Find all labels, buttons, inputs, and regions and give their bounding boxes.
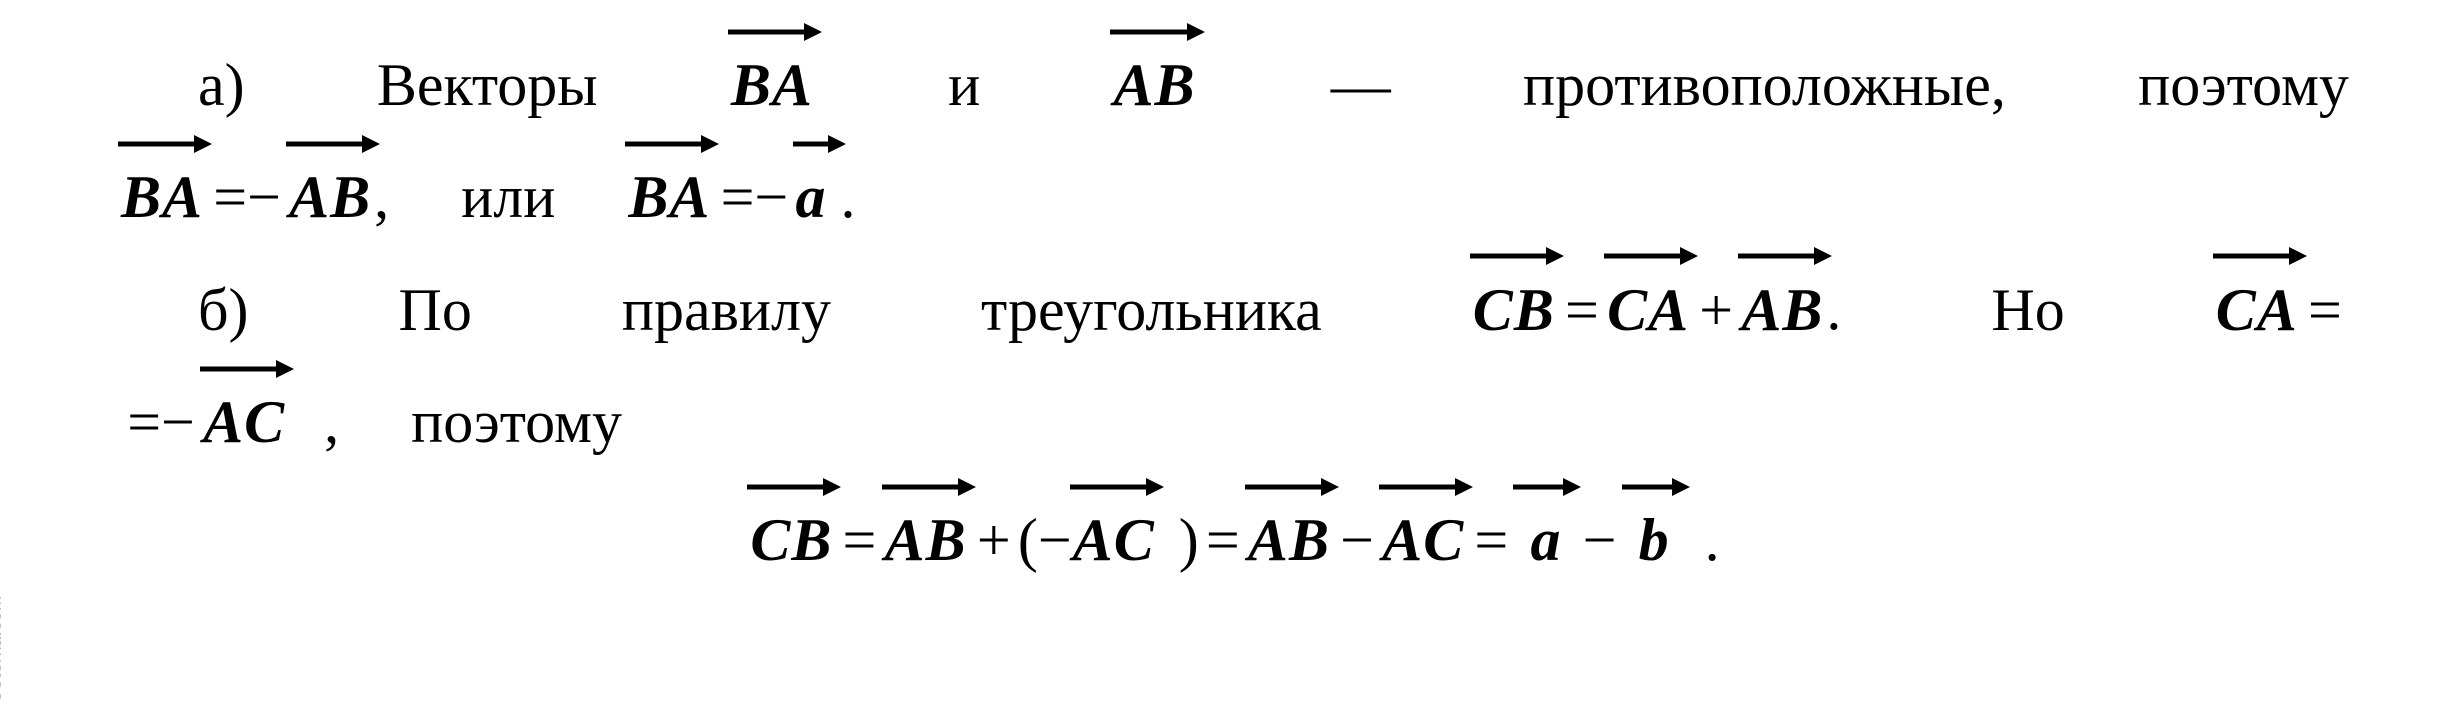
op-minus: − [1575, 494, 1623, 587]
vector-BA: BA [120, 132, 206, 244]
word-by: По [399, 264, 472, 357]
vector-AC: AC [202, 357, 288, 469]
vector-BA: BA [627, 132, 713, 244]
vector-AB: AB [1740, 244, 1826, 356]
vector-arrow-icon [1245, 476, 1337, 498]
vector-AB: AB [1112, 20, 1198, 132]
vector-arrow-icon [728, 21, 820, 43]
vector-CB: CB [1472, 244, 1558, 356]
period: . [840, 164, 855, 230]
vector-arrow-icon [1513, 476, 1579, 498]
eq-CB-CA-AB: CB=CA+AB. [1472, 244, 1842, 356]
watermark: ©5terka.com [0, 595, 6, 703]
op-eq-neg: =− [713, 151, 795, 244]
word-rule: правилу [622, 264, 831, 357]
lparen: ( [1018, 507, 1038, 573]
line-a-2: BA=−AB, или BA=−a . [120, 132, 2349, 244]
op-eq: = [1558, 264, 1606, 357]
op-eq-neg: =− [120, 376, 202, 469]
vector-AC: AC [1381, 475, 1467, 587]
part-b-label: б) [198, 264, 249, 357]
word-therefore: поэтому [2138, 39, 2349, 132]
comma: , [374, 164, 389, 230]
line-b-3: CB=AB+(−AC)=AB−AC= a − b . [120, 475, 2349, 587]
vector-arrow-icon [1110, 21, 1202, 43]
vector-b: b [1624, 475, 1684, 587]
vector-arrow-icon [1604, 246, 1696, 268]
part-a-label: а) [198, 39, 245, 132]
op-eq: = [835, 494, 883, 587]
vector-CA: CA [2215, 244, 2301, 356]
vector-arrow-icon [286, 133, 378, 155]
op-eq: = [1199, 494, 1247, 587]
line-b-1: б) По правилу треугольника CB=CA+AB. Но … [120, 244, 2349, 356]
word-therefore-2: поэтому [411, 376, 622, 469]
op-eq: = [2301, 264, 2349, 357]
vector-CA: CA [1606, 244, 1692, 356]
period: . [1826, 277, 1841, 343]
op-eq-neg: =− [206, 151, 288, 244]
vector-AB: AB [884, 475, 970, 587]
word-but: Но [1991, 264, 2064, 357]
line-b-2: =−AC , поэтому [120, 357, 2349, 469]
rparen: ) [1179, 507, 1199, 573]
op-minus: − [1333, 494, 1381, 587]
vector-a: a [795, 132, 840, 244]
vector-arrow-icon [1070, 476, 1162, 498]
line-a-1: а) Векторы BA и AB — противоположные, по… [120, 20, 2349, 132]
word-and: и [948, 39, 980, 132]
vector-AB: AB [1247, 475, 1333, 587]
vector-arrow-icon [1622, 476, 1688, 498]
eq-CA-tail: CA= [2215, 244, 2349, 356]
vector-arrow-icon [2213, 246, 2305, 268]
math-text-block: а) Векторы BA и AB — противоположные, по… [0, 0, 2459, 607]
dash: — [1331, 39, 1391, 132]
op-plus: + [1692, 264, 1740, 357]
op-plus: + [970, 494, 1018, 587]
vector-CB: CB [749, 475, 835, 587]
vector-arrow-icon [625, 133, 717, 155]
word-triangle: треугольника [981, 264, 1322, 357]
word-or: или [461, 151, 555, 244]
vector-arrow-icon [1470, 246, 1562, 268]
op-minus: − [1038, 494, 1072, 587]
vector-arrow-icon [200, 358, 292, 380]
vector-arrow-icon [1738, 246, 1830, 268]
vector-arrow-icon [118, 133, 210, 155]
vector-arrow-icon [1379, 476, 1471, 498]
word-opposite: противоположные, [1523, 39, 2006, 132]
vector-arrow-icon [882, 476, 974, 498]
comma: , [324, 389, 339, 455]
word-vectors: Векторы [377, 39, 598, 132]
vector-BA: BA [730, 20, 816, 132]
vector-AC: AC [1072, 475, 1158, 587]
op-eq: = [1467, 494, 1515, 587]
vector-arrow-icon [793, 133, 844, 155]
vector-arrow-icon [747, 476, 839, 498]
period: . [1705, 507, 1720, 573]
vector-AB: AB [288, 132, 374, 244]
vector-a: a [1515, 475, 1575, 587]
